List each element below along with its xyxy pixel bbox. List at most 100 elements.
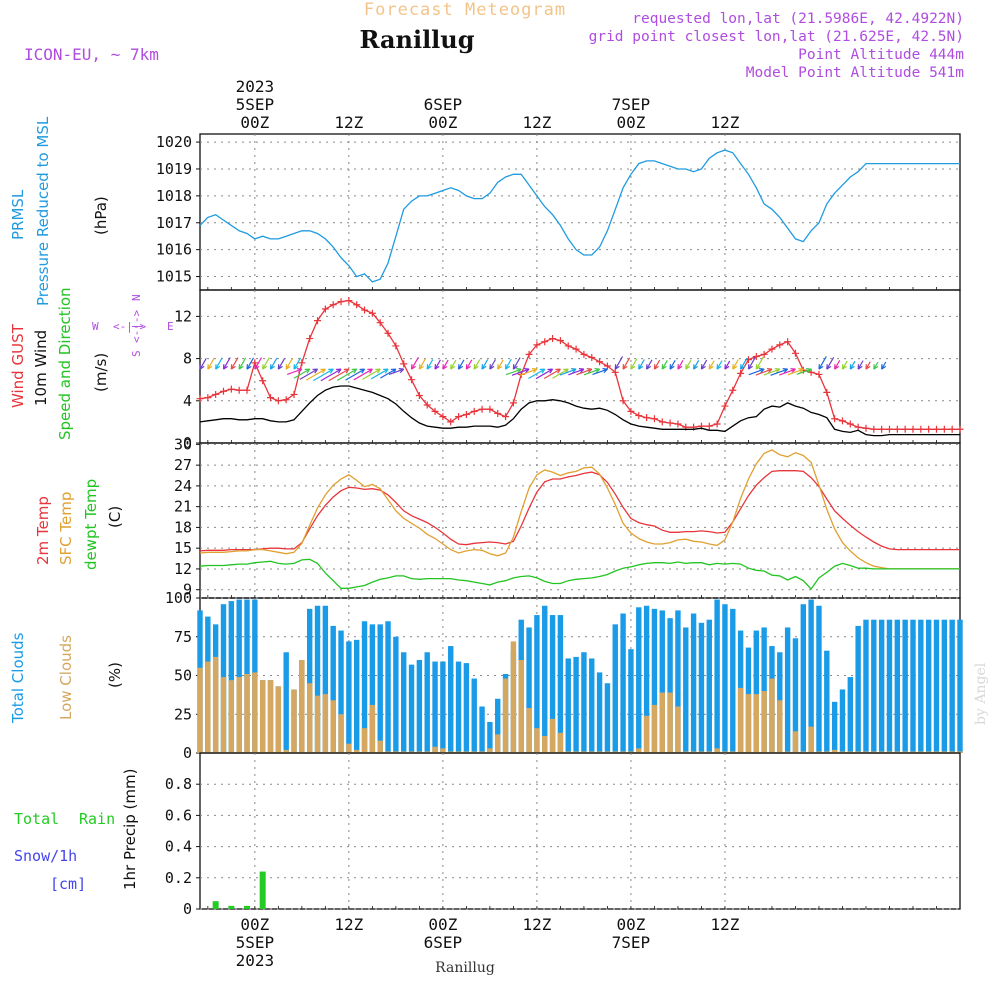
low-cloud-bar [354, 749, 360, 753]
precip-total-label: Total [14, 810, 59, 828]
wind-arrow [481, 359, 489, 370]
precipitation-ytick-label: 0.2 [165, 869, 192, 887]
wind-arrow [207, 357, 215, 370]
gust-marker [486, 405, 494, 413]
pressure-ytick-label: 1018 [156, 187, 192, 205]
footer-location: Ranillug [435, 960, 495, 976]
total-cloud-bar [377, 624, 383, 753]
low-cloud-bar [275, 686, 282, 753]
gust-marker [596, 358, 604, 366]
low-cloud-bar [824, 751, 830, 753]
temp-sfc-label: SFC Temp [57, 492, 75, 565]
wind-arrow [779, 368, 796, 376]
total-cloud-bar [401, 652, 407, 753]
wind-arrow-head [724, 364, 730, 370]
total-cloud-bar [448, 646, 454, 753]
low-cloud-bar [628, 751, 634, 753]
wind-arrow-head [426, 364, 432, 370]
total-cloud-bar [902, 619, 908, 753]
wind-arrow-head [465, 364, 471, 370]
gust-marker [227, 385, 235, 393]
gust-marker [282, 396, 290, 404]
wind-arrow-head [489, 364, 495, 370]
low-cloud-bar [314, 695, 321, 753]
low-cloud-bar [205, 661, 211, 753]
pressure-unit: (hPa) [92, 196, 110, 235]
low-cloud-bar [933, 751, 940, 753]
wind-arrow [770, 368, 788, 376]
wind-arrow [512, 357, 521, 370]
low-cloud-bar [346, 743, 352, 753]
wind-arrow-head [873, 364, 879, 370]
total-cloud-bar [753, 630, 759, 753]
wind-arrow [716, 360, 723, 370]
bottom-axis-label: 12Z [522, 915, 551, 934]
precipitation-ytick-label: 0.6 [165, 806, 192, 824]
bottom-axis-label: 00Z [240, 915, 269, 934]
total-cloud-bar [659, 610, 665, 753]
low-cloud-bar [855, 751, 861, 753]
wind-arrow [505, 358, 512, 370]
low-cloud-bar [252, 672, 258, 753]
total-cloud-bar [589, 658, 595, 753]
wind-arrow [543, 368, 561, 380]
wind-arrow-head [304, 368, 311, 374]
wind-arrow [306, 368, 326, 381]
wind-arrow-head [320, 368, 326, 374]
compass-e: E [167, 320, 174, 333]
total-cloud-bar [604, 683, 611, 753]
gust-marker [721, 402, 729, 410]
total-cloud-bar [455, 661, 462, 753]
bottom-axis-date: 6SEP [424, 933, 463, 952]
total-cloud-bar [549, 615, 556, 753]
gust-marker [243, 386, 251, 394]
total-cloud-bar [683, 627, 689, 753]
wind-arrow-head [473, 364, 479, 370]
wind-arrow [740, 357, 748, 370]
top-axis-label: 00Z [240, 113, 269, 132]
gust-marker [658, 418, 666, 426]
total-cloud-bar [432, 661, 438, 753]
wind-arrow-head [571, 368, 577, 374]
total-cloud-bar [910, 619, 916, 753]
low-cloud-bar [440, 748, 446, 753]
gust-marker [588, 354, 596, 362]
wind-arrow-head [790, 368, 796, 374]
low-cloud-bar [463, 751, 470, 753]
low-cloud-bar [808, 726, 814, 753]
wind-arrow [418, 358, 426, 370]
low-cloud-bar [212, 656, 219, 753]
model-altitude: Model Point Altitude 541m [746, 65, 965, 81]
top-axis-date: 2023 [236, 77, 275, 96]
gust-marker [956, 425, 964, 433]
low-cloud-bar [220, 677, 227, 753]
wind-arrow-head [296, 368, 303, 374]
wind-arrow-head [747, 364, 753, 370]
gust-marker [298, 359, 306, 367]
total-cloud-bar [722, 604, 728, 753]
gust-marker [392, 342, 400, 350]
wind-arrow [552, 368, 569, 379]
gust-marker [321, 305, 329, 313]
low-cloud-bar [338, 714, 344, 753]
total-cloud-bar [698, 622, 705, 753]
wind-arrow [592, 368, 608, 376]
precipitation-frame [199, 752, 961, 910]
gust-marker [729, 386, 737, 394]
wind-arrow-head [740, 364, 746, 370]
clouds-ytick-label: 100 [165, 589, 192, 607]
wind-arrow-head [693, 364, 699, 370]
total-cloud-bar [784, 627, 791, 753]
wind-arrow [748, 368, 765, 376]
total-cloud-bar [651, 608, 658, 753]
wind-arrow [313, 368, 334, 382]
pressure-frame [199, 133, 961, 291]
total-cloud-bar [643, 605, 650, 753]
rain-bar [244, 905, 251, 909]
bottom-axis-date: 7SEP [612, 933, 651, 952]
wind-arrow [568, 368, 585, 376]
low-cloud-bar [259, 680, 266, 753]
low-cloud-bar [918, 751, 924, 753]
low-cloud-bar [526, 708, 532, 753]
